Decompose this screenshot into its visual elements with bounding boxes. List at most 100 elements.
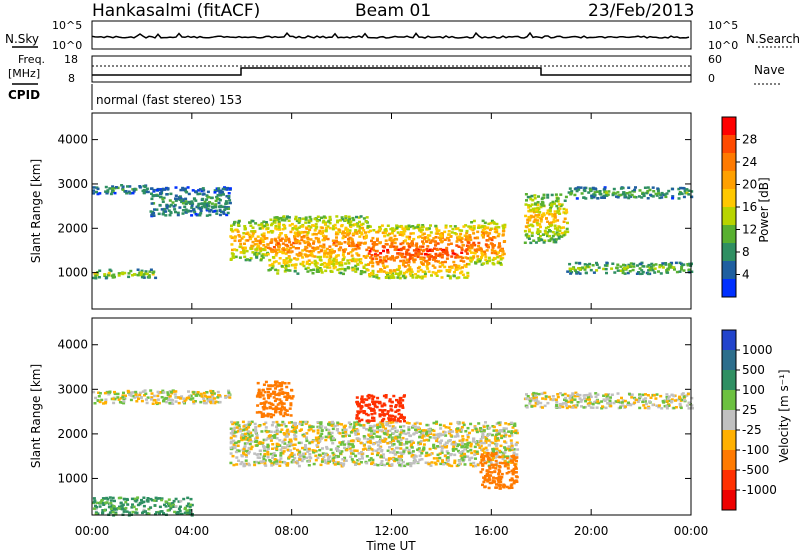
nsearch-label: N.Search <box>746 32 800 46</box>
scatter-cell <box>361 226 365 230</box>
scatter-cell <box>613 192 617 195</box>
scatter-cell <box>437 260 440 263</box>
scatter-cell <box>356 402 359 406</box>
scatter-cell <box>497 472 501 475</box>
scatter-cell <box>530 399 534 402</box>
scatter-cell <box>405 242 409 245</box>
scatter-cell <box>365 398 369 401</box>
scatter-cell <box>379 270 383 273</box>
scatter-cell <box>336 461 340 464</box>
scatter-cell <box>617 194 621 197</box>
scatter-cell <box>194 190 198 194</box>
scatter-cell <box>290 421 293 424</box>
scatter-cell <box>635 398 638 402</box>
scatter-cell <box>357 462 361 466</box>
scatter-cell <box>315 439 319 442</box>
scatter-cell <box>539 220 543 223</box>
scatter-cell <box>269 430 273 433</box>
scatter-cell <box>357 402 361 405</box>
scatter-cell <box>412 441 415 444</box>
scatter-cell <box>385 433 389 436</box>
scatter-cell <box>324 438 328 442</box>
velocity-scatter <box>92 380 694 517</box>
scatter-cell <box>232 256 236 259</box>
scatter-cell <box>551 395 555 398</box>
scatter-cell <box>393 436 397 439</box>
scatter-cell <box>524 203 528 206</box>
scatter-cell <box>177 396 181 399</box>
scatter-cell <box>654 263 658 266</box>
scatter-cell <box>323 459 327 462</box>
scatter-cell <box>356 263 360 266</box>
scatter-cell <box>655 194 659 197</box>
scatter-cell <box>283 461 287 464</box>
scatter-cell <box>321 238 325 242</box>
scatter-cell <box>504 427 508 430</box>
scatter-cell <box>400 455 404 458</box>
scatter-cell <box>448 277 452 280</box>
scatter-cell <box>382 402 386 405</box>
scatter-cell <box>488 232 492 235</box>
scatter-cell <box>314 223 318 226</box>
scatter-cell <box>463 443 467 446</box>
scatter-cell <box>225 195 229 198</box>
scatter-cell <box>506 461 510 464</box>
scatter-cell <box>547 239 551 242</box>
scatter-cell <box>312 268 316 271</box>
scatter-cell <box>301 256 305 259</box>
scatter-cell <box>513 479 517 483</box>
scatter-cell <box>158 511 161 515</box>
scatter-cell <box>344 262 348 265</box>
scatter-cell <box>181 202 185 205</box>
scatter-cell <box>368 261 372 264</box>
scatter-cell <box>493 227 497 231</box>
scatter-cell <box>174 197 177 200</box>
scatter-cell <box>514 475 518 478</box>
scatter-cell <box>384 239 388 242</box>
scatter-cell <box>356 225 360 228</box>
scatter-cell <box>310 253 314 256</box>
scatter-cell <box>137 272 141 276</box>
scatter-cell <box>278 430 282 434</box>
scatter-cell <box>391 229 395 233</box>
scatter-cell <box>98 392 102 395</box>
scatter-cell <box>425 438 429 442</box>
scatter-cell <box>591 264 595 267</box>
scatter-cell <box>292 460 296 463</box>
scatter-cell <box>135 498 139 502</box>
scatter-cell <box>473 440 477 444</box>
scatter-cell <box>597 266 601 269</box>
scatter-cell <box>524 404 528 408</box>
scatter-cell <box>433 247 436 250</box>
scatter-cell <box>368 427 372 430</box>
scatter-cell <box>283 270 287 273</box>
scatter-cell <box>268 387 272 391</box>
scatter-cell <box>280 423 284 427</box>
scatter-cell <box>296 272 300 275</box>
scatter-cell <box>551 200 555 204</box>
scatter-cell <box>203 401 206 405</box>
scatter-cell <box>276 272 280 275</box>
scatter-cell <box>349 258 353 262</box>
scatter-cell <box>282 402 286 405</box>
scatter-cell <box>381 245 385 248</box>
scatter-cell <box>398 464 402 467</box>
scatter-cell <box>436 434 440 437</box>
scatter-cell <box>418 275 422 279</box>
scatter-cell <box>418 435 422 439</box>
scatter-cell <box>170 401 173 405</box>
scatter-cell <box>381 453 385 456</box>
scatter-cell <box>234 255 238 259</box>
scatter-cell <box>601 405 604 408</box>
scatter-cell <box>398 441 402 445</box>
scatter-cell <box>421 224 425 227</box>
scatter-cell <box>316 266 320 269</box>
scatter-cell <box>485 249 489 252</box>
scatter-cell <box>431 271 435 274</box>
scatter-cell <box>569 399 573 402</box>
scatter-cell <box>420 436 424 439</box>
scatter-cell <box>262 412 265 416</box>
scatter-cell <box>556 219 560 222</box>
scatter-cell <box>463 452 466 456</box>
scatter-cell <box>466 237 470 240</box>
